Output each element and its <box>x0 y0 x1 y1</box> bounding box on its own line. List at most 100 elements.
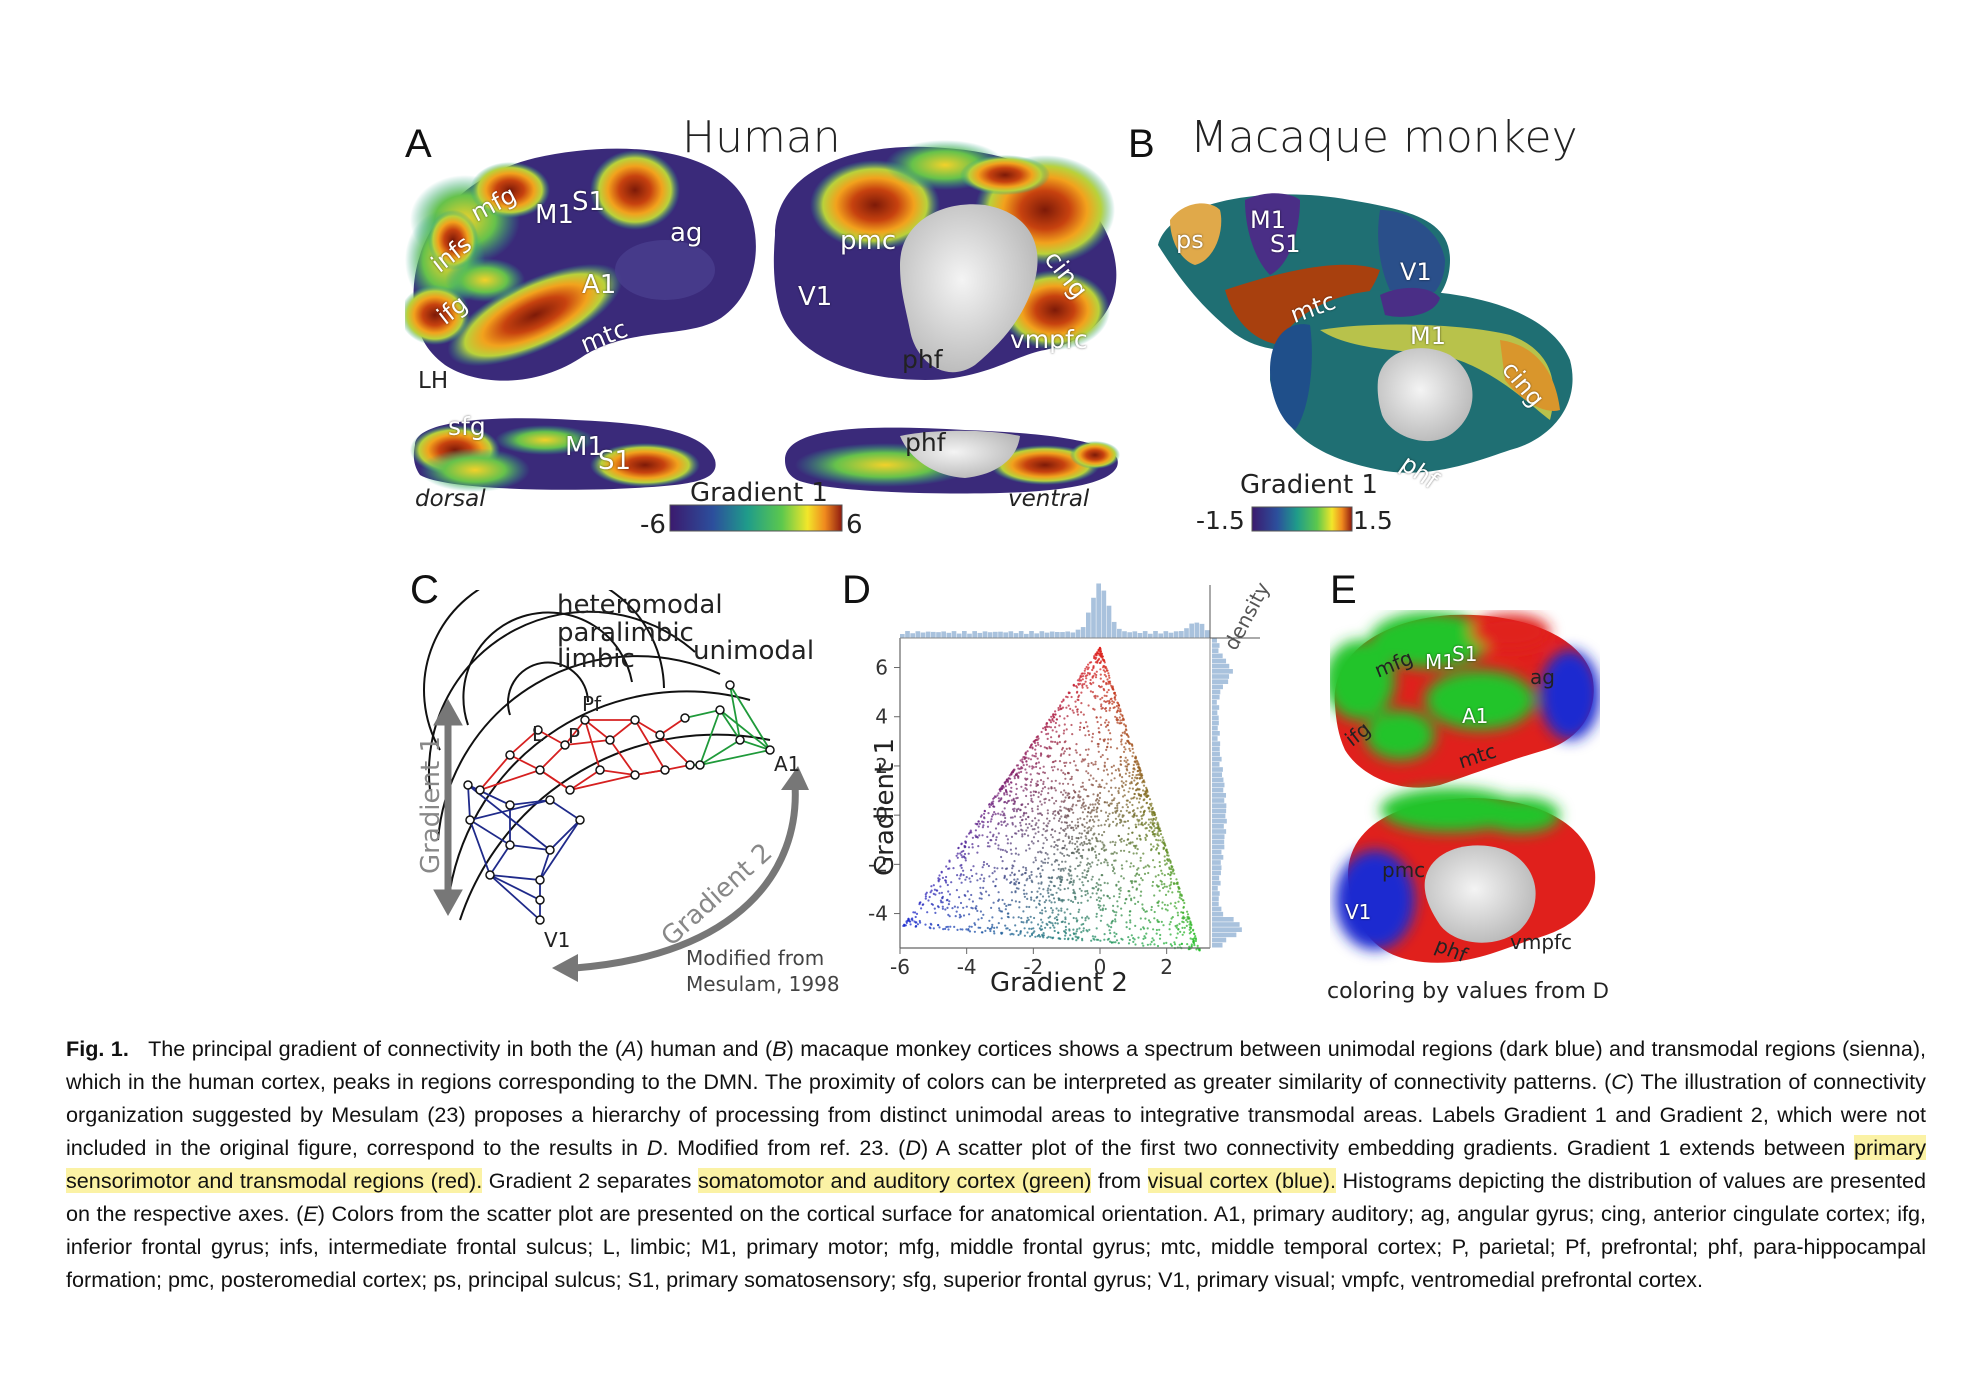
scatter-point <box>1069 707 1072 710</box>
scatter-point <box>1158 889 1161 892</box>
scatter-point <box>1092 887 1095 890</box>
scatter-point <box>1054 814 1057 817</box>
scatter-point <box>1069 840 1072 843</box>
scatter-point <box>1121 938 1124 941</box>
scatter-point <box>1196 944 1199 947</box>
scatter-point <box>981 826 984 829</box>
scatter-point <box>1080 889 1083 892</box>
scatter-point <box>1113 859 1116 862</box>
scatter-point <box>1004 867 1008 870</box>
scatter-point <box>1015 880 1018 883</box>
scatter-point <box>1118 710 1121 713</box>
scatter-point <box>907 918 910 921</box>
scatter-point <box>1164 844 1167 847</box>
scatter-point <box>1130 780 1133 783</box>
scatter-point <box>1077 698 1080 702</box>
scatter-point <box>1067 835 1070 838</box>
scatter-point <box>1072 881 1075 884</box>
scatter-point <box>1108 812 1111 815</box>
scatter-point <box>1057 909 1060 912</box>
top-hist-bar <box>931 631 936 638</box>
scatter-point <box>1100 660 1103 663</box>
scatter-point <box>1176 914 1180 917</box>
scatter-point <box>913 920 916 923</box>
scatter-point <box>1071 900 1075 904</box>
scatter-point <box>1128 914 1131 917</box>
scatter-point <box>1165 848 1168 851</box>
scatter-point <box>1164 893 1168 896</box>
scatter-point <box>1074 867 1077 870</box>
scatter-cloud <box>902 646 1201 952</box>
panel-e-footer-text: coloring by values from <box>1327 979 1586 1004</box>
top-hist-bar <box>1106 605 1112 638</box>
scatter-point <box>945 899 948 902</box>
scatter-point <box>1179 893 1182 896</box>
scatter-point <box>1064 834 1067 837</box>
scatter-point <box>1172 882 1176 885</box>
x-ticks: -6 -4 -2 0 2 <box>890 948 1173 979</box>
scatter-point <box>1057 812 1060 815</box>
scatter-point <box>1010 880 1013 884</box>
scatter-point <box>1130 897 1133 900</box>
caption-text-6: ) A scatter plot of the first two connec… <box>921 1135 1855 1160</box>
scatter-point <box>1080 806 1083 809</box>
scatter-point <box>1094 763 1097 766</box>
right-hist-bar <box>1212 787 1224 793</box>
scatter-point <box>1083 818 1086 821</box>
scatter-point <box>1060 920 1063 924</box>
scatter-point <box>1085 842 1089 846</box>
scatter-point <box>1026 750 1029 753</box>
scatter-point <box>1095 856 1098 859</box>
scatter-point <box>1039 745 1042 748</box>
scatter-point <box>1081 804 1084 807</box>
scatter-point <box>1036 783 1039 786</box>
scatter-point <box>1107 815 1110 818</box>
scatter-point <box>1026 916 1029 919</box>
scatter-point <box>1119 719 1122 722</box>
scatter-point <box>1063 750 1066 753</box>
scatter-point <box>1062 732 1065 735</box>
scatter-point <box>1036 805 1039 808</box>
human-dorsal-view <box>410 418 716 492</box>
scatter-point <box>1019 815 1022 819</box>
scatter-point <box>1097 903 1100 906</box>
scatter-point <box>1055 730 1058 733</box>
scatter-point <box>1068 747 1071 750</box>
scatter-point <box>1126 838 1129 841</box>
scatter-point <box>1047 876 1050 879</box>
scatter-point <box>1131 777 1134 780</box>
scatter-point <box>1126 799 1129 802</box>
scatter-point <box>1130 743 1133 746</box>
scatter-point <box>1084 917 1087 920</box>
top-hist-bar <box>1086 612 1091 638</box>
scatter-point <box>1086 832 1090 835</box>
top-hist-bar <box>1194 622 1200 638</box>
scatter-point <box>1106 861 1109 864</box>
scatter-point <box>1046 777 1049 780</box>
scatter-point <box>1031 880 1034 884</box>
scatter-point <box>1106 691 1109 694</box>
scatter-point <box>1065 821 1068 824</box>
right-hist-bar <box>1212 710 1218 715</box>
scatter-point <box>980 917 983 920</box>
scatter-point <box>1146 927 1149 930</box>
scatter-point <box>1137 936 1140 939</box>
scatter-point <box>1116 806 1119 810</box>
scatter-point <box>1034 748 1037 751</box>
scatter-point <box>1141 903 1144 906</box>
scatter-point <box>1039 911 1042 914</box>
scatter-point <box>992 880 995 883</box>
scatter-point <box>997 922 1000 925</box>
scatter-point <box>1015 810 1018 813</box>
scatter-point <box>1001 898 1004 902</box>
scatter-point <box>1150 940 1153 943</box>
scatter-point <box>1028 765 1031 768</box>
scatter-point <box>1047 935 1050 938</box>
scatter-point <box>1106 746 1109 749</box>
scatter-point <box>1073 890 1076 893</box>
scatter-point <box>1072 879 1075 882</box>
scatter-point <box>1118 813 1121 816</box>
scatter-point <box>1068 854 1071 857</box>
scatter-point <box>1116 701 1119 704</box>
scatter-point <box>944 927 947 930</box>
